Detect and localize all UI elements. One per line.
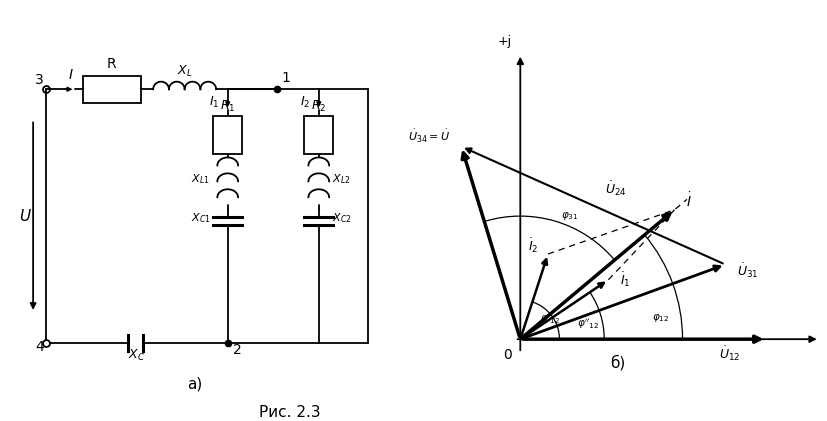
Text: R: R bbox=[107, 57, 117, 72]
Text: 1: 1 bbox=[281, 72, 290, 85]
Text: Рис. 2.3: Рис. 2.3 bbox=[259, 405, 320, 420]
Text: 2: 2 bbox=[232, 343, 241, 357]
Text: $\dot{U}_{12}$: $\dot{U}_{12}$ bbox=[718, 344, 739, 363]
Text: б): б) bbox=[609, 354, 625, 370]
Text: $\dot{I}_2$: $\dot{I}_2$ bbox=[528, 237, 538, 256]
Text: $\dot{U}_{24}$: $\dot{U}_{24}$ bbox=[604, 180, 626, 198]
Bar bbox=[83, 76, 141, 102]
Text: $\dot{U}_{34}=\dot{U}$: $\dot{U}_{34}=\dot{U}$ bbox=[408, 128, 450, 145]
Text: $X_{C1}$: $X_{C1}$ bbox=[191, 211, 210, 225]
Text: $\dot{I}$: $\dot{I}$ bbox=[685, 191, 691, 210]
Text: $I_1$: $I_1$ bbox=[209, 95, 219, 110]
Text: $X_{C2}$: $X_{C2}$ bbox=[332, 211, 351, 225]
Text: $I_2$: $I_2$ bbox=[300, 95, 310, 110]
Text: $R_1$: $R_1$ bbox=[220, 99, 235, 114]
Text: $X_{L1}$: $X_{L1}$ bbox=[191, 172, 210, 186]
Text: U: U bbox=[19, 209, 30, 224]
Text: $\dot{U}_{31}$: $\dot{U}_{31}$ bbox=[736, 261, 758, 280]
Bar bbox=[304, 116, 333, 154]
Text: $\varphi'_{12}$: $\varphi'_{12}$ bbox=[539, 311, 559, 325]
Bar bbox=[213, 116, 242, 154]
Text: $\varphi_{12}$: $\varphi_{12}$ bbox=[651, 312, 668, 324]
Text: 3: 3 bbox=[36, 72, 44, 87]
Text: $X_{L2}$: $X_{L2}$ bbox=[332, 172, 351, 186]
Text: I: I bbox=[69, 68, 72, 82]
Text: 0: 0 bbox=[503, 348, 511, 362]
Text: $\varphi''_{12}$: $\varphi''_{12}$ bbox=[576, 317, 599, 331]
Text: $\dot{I}_1$: $\dot{I}_1$ bbox=[619, 271, 629, 289]
Text: а): а) bbox=[187, 376, 202, 392]
Text: $\varphi_{31}$: $\varphi_{31}$ bbox=[560, 210, 577, 222]
Text: 4: 4 bbox=[36, 341, 44, 354]
Text: $X_L$: $X_L$ bbox=[177, 64, 192, 79]
Text: +j: +j bbox=[497, 35, 511, 48]
Text: $X_C$: $X_C$ bbox=[128, 348, 145, 363]
Text: +: + bbox=[825, 345, 827, 359]
Text: $R_2$: $R_2$ bbox=[311, 99, 326, 114]
